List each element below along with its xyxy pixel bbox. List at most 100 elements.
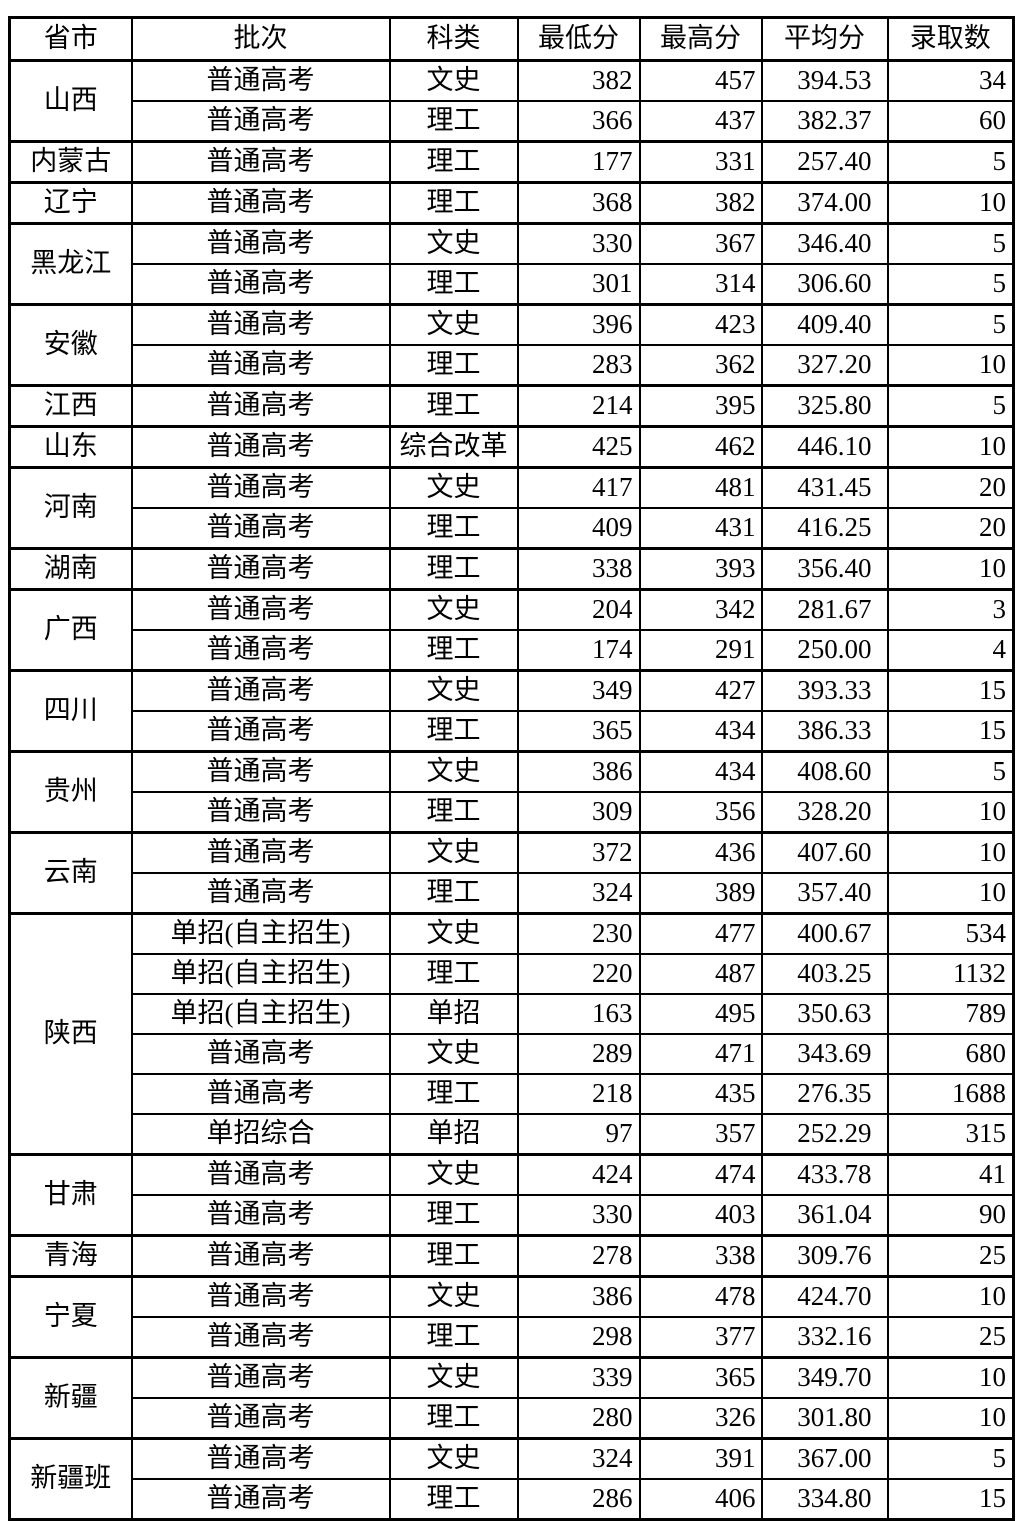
batch-cell: 普通高考 (130, 59, 391, 102)
avg-score-cell: 281.67 (760, 588, 889, 631)
admit-count-cell: 20 (886, 466, 1015, 509)
admit-count-cell: 1688 (886, 1073, 1015, 1115)
table-row: 河南 普通高考 文史 417 481 431.45 20 (8, 466, 1015, 550)
min-score-cell: 204 (516, 588, 641, 631)
avg-score-cell: 409.40 (760, 303, 889, 346)
min-score-cell: 220 (516, 953, 641, 995)
province-cell: 河南 (8, 466, 133, 550)
batch-cell: 普通高考 (130, 750, 391, 793)
admit-count-cell: 1132 (886, 953, 1015, 995)
province-cell: 湖南 (8, 547, 133, 591)
min-score-cell: 330 (516, 1194, 641, 1237)
subject-cell: 文史 (388, 588, 519, 631)
avg-score-cell: 403.25 (760, 953, 889, 995)
subject-cell: 文史 (388, 222, 519, 265)
subject-cell: 理工 (388, 629, 519, 672)
subject-cell: 理工 (388, 384, 519, 428)
subject-cell: 理工 (388, 953, 519, 995)
avg-score-cell: 382.37 (760, 100, 889, 143)
subject-cell: 理工 (388, 100, 519, 143)
min-score-cell: 278 (516, 1234, 641, 1278)
batch-cell: 普通高考 (130, 710, 391, 753)
max-score-cell: 406 (638, 1478, 763, 1521)
province-cell: 辽宁 (8, 181, 133, 225)
min-score-cell: 424 (516, 1153, 641, 1196)
min-score-cell: 365 (516, 710, 641, 753)
admit-count-cell: 10 (886, 181, 1015, 225)
min-score-cell: 366 (516, 100, 641, 143)
max-score-cell: 314 (638, 263, 763, 306)
min-score-cell: 280 (516, 1397, 641, 1440)
min-score-cell: 339 (516, 1356, 641, 1399)
province-cell: 青海 (8, 1234, 133, 1278)
max-score-cell: 331 (638, 140, 763, 184)
subject-cell: 文史 (388, 1153, 519, 1196)
max-score-cell: 377 (638, 1316, 763, 1359)
admit-count-cell: 534 (886, 912, 1015, 955)
batch-cell: 普通高考 (130, 466, 391, 509)
max-score-cell: 291 (638, 629, 763, 672)
table-row: 安徽 普通高考 文史 396 423 409.40 5 (8, 303, 1015, 387)
batch-cell: 单招(自主招生) (130, 953, 391, 995)
table-row: 辽宁 普通高考 理工 368 382 374.00 10 (8, 181, 1015, 225)
avg-score-cell: 357.40 (760, 872, 889, 915)
batch-cell: 单招综合 (130, 1113, 391, 1156)
subject-cell: 理工 (388, 344, 519, 387)
avg-score-cell: 257.40 (760, 140, 889, 184)
avg-score-cell: 327.20 (760, 344, 889, 387)
table-row: 黑龙江 普通高考 文史 330 367 346.40 5 (8, 222, 1015, 306)
avg-score-cell: 424.70 (760, 1275, 889, 1318)
province-cell: 陕西 (8, 912, 133, 1156)
max-score-cell: 431 (638, 507, 763, 550)
min-score-cell: 97 (516, 1113, 641, 1156)
avg-score-cell: 367.00 (760, 1437, 889, 1480)
province-cell: 新疆 (8, 1356, 133, 1440)
avg-score-cell: 332.16 (760, 1316, 889, 1359)
max-score-cell: 434 (638, 710, 763, 753)
avg-score-cell: 328.20 (760, 791, 889, 834)
subject-cell: 理工 (388, 1234, 519, 1278)
page: 省市 批次 科类 最低分 最高分 平均分 录取数 山西 普通高考 文史 382 457 3… (8, 16, 1015, 1521)
subject-cell: 理工 (388, 1316, 519, 1359)
table-row: 甘肃 普通高考 文史 424 474 433.78 41 (8, 1153, 1015, 1237)
batch-cell: 普通高考 (130, 100, 391, 143)
batch-cell: 普通高考 (130, 1478, 391, 1521)
min-score-cell: 214 (516, 384, 641, 428)
avg-score-cell: 356.40 (760, 547, 889, 591)
admit-count-cell: 10 (886, 344, 1015, 387)
admit-count-cell: 25 (886, 1234, 1015, 1278)
subject-cell: 理工 (388, 263, 519, 306)
batch-cell: 普通高考 (130, 791, 391, 834)
max-score-cell: 478 (638, 1275, 763, 1318)
avg-score-cell: 309.76 (760, 1234, 889, 1278)
subject-cell: 单招 (388, 1113, 519, 1156)
avg-score-cell: 250.00 (760, 629, 889, 672)
max-score-cell: 326 (638, 1397, 763, 1440)
avg-score-cell: 346.40 (760, 222, 889, 265)
table-row: 普通高考 理工 298 377 332.16 25 (10, 1316, 1015, 1359)
table-row: 青海 普通高考 理工 278 338 309.76 25 (8, 1234, 1015, 1278)
avg-score-cell: 301.80 (760, 1397, 889, 1440)
min-score-cell: 301 (516, 263, 641, 306)
table-row: 普通高考 理工 283 362 327.20 10 (10, 344, 1015, 387)
admit-count-cell: 34 (886, 59, 1015, 102)
batch-cell: 普通高考 (130, 507, 391, 550)
subject-cell: 理工 (388, 547, 519, 591)
batch-cell: 普通高考 (130, 425, 391, 469)
max-score-cell: 471 (638, 1033, 763, 1075)
min-score-cell: 425 (516, 425, 641, 469)
batch-cell: 单招(自主招生) (130, 993, 391, 1035)
batch-cell: 普通高考 (130, 140, 391, 184)
min-score-cell: 417 (516, 466, 641, 509)
table-row: 普通高考 理工 409 431 416.25 20 (10, 507, 1015, 550)
max-score-cell: 367 (638, 222, 763, 265)
table-row: 普通高考 理工 309 356 328.20 10 (10, 791, 1015, 834)
admit-count-cell: 10 (886, 791, 1015, 834)
province-cell: 广西 (8, 588, 133, 672)
province-cell: 内蒙古 (8, 140, 133, 184)
min-score-cell: 386 (516, 1275, 641, 1318)
avg-score-cell: 394.53 (760, 59, 889, 102)
table-row: 普通高考 理工 280 326 301.80 10 (10, 1397, 1015, 1440)
max-score-cell: 474 (638, 1153, 763, 1196)
admit-count-cell: 10 (886, 1275, 1015, 1318)
